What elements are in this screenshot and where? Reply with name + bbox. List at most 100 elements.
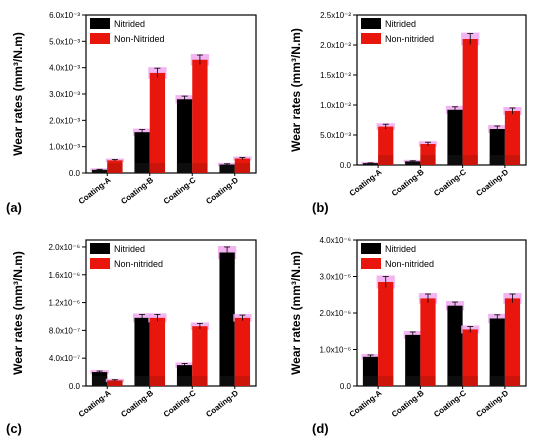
x-category-label: Coating-D — [474, 388, 510, 419]
y-tick-label: 3.0x10⁻³ — [49, 90, 80, 99]
x-category-label: Coating-B — [119, 175, 155, 206]
bar-base-shade — [447, 376, 463, 386]
y-axis-label: Wear rates (mm³/N.m) — [11, 251, 25, 375]
legend-label: Non-nitrided — [385, 259, 434, 269]
legend-swatch-non-nitrided — [361, 33, 381, 44]
legend-label: Non-nitrided — [114, 259, 163, 269]
bar-nitrided-coating-b — [134, 317, 150, 386]
legend-label: Nitrided — [385, 244, 416, 254]
x-category-label: Coating-C — [432, 167, 468, 198]
panel-p2: 0.0 5.0x10⁻³ 1.0x10⁻² 1.5x10⁻² 2.0x10⁻² 2.5x1… — [289, 11, 527, 215]
y-tick-label: 0.0 — [69, 169, 81, 178]
bar-base-shade — [91, 376, 108, 386]
bar-non-nitrided-coating-d — [504, 111, 521, 165]
y-tick-label: 1.2x10⁻⁶ — [48, 299, 80, 308]
y-tick-label: 6.0x10⁻³ — [49, 11, 80, 20]
bar-base-shade — [462, 376, 478, 386]
bar-base-shade — [378, 155, 394, 165]
y-tick-label: 3.0x10⁻⁶ — [319, 273, 351, 282]
x-category-label: Coating-C — [432, 388, 468, 419]
x-category-label: Coating-C — [162, 175, 198, 206]
bar-base-shade — [149, 163, 166, 173]
bar-base-shade — [219, 376, 235, 386]
legend-swatch-nitrided — [90, 18, 110, 29]
y-axis-label: Wear rates (mm³/N.m) — [289, 251, 303, 375]
bar-base-shade — [107, 380, 123, 386]
x-category-label: Coating-D — [474, 167, 510, 198]
plot-frame — [85, 14, 257, 174]
legend-label: Non-nitrided — [385, 34, 434, 44]
bar-non-nitrided-coating-c — [462, 39, 478, 165]
legend-label: Non-Nitrided — [114, 34, 165, 44]
bar-nitrided-coating-b — [405, 334, 421, 386]
bar-non-nitrided-coating-b — [420, 298, 436, 386]
bar-base-shade — [134, 376, 150, 386]
plot-frame — [356, 14, 527, 166]
bar-base-shade — [489, 376, 505, 386]
bar-nitrided-coating-c — [176, 99, 193, 173]
bar-non-nitrided-coating-c — [192, 326, 208, 386]
bar-base-shade — [134, 163, 150, 173]
x-category-label: Coating-A — [77, 388, 113, 419]
bar-base-shade — [447, 155, 463, 165]
y-tick-label: 4.0x10⁻⁶ — [319, 236, 351, 245]
panel-label: (c) — [6, 421, 22, 436]
y-tick-label: 2.0x10⁻⁶ — [319, 309, 351, 318]
bar-base-shade — [149, 376, 166, 386]
panel-label: (a) — [6, 200, 22, 215]
bar-base-shade — [420, 376, 436, 386]
y-axis-label: Wear rates (mm³/N.m) — [11, 32, 25, 156]
x-category-label: Coating-B — [390, 167, 426, 198]
bar-base-shade — [362, 376, 379, 386]
y-tick-label: 1.0x10⁻³ — [49, 143, 80, 152]
bar-base-shade — [362, 163, 379, 165]
bar-base-shade — [462, 155, 478, 165]
legend-swatch-nitrided — [90, 243, 110, 254]
panel-label: (b) — [312, 200, 329, 215]
bar-non-nitrided-coating-d — [234, 317, 251, 386]
legend-label: Nitrided — [114, 244, 145, 254]
x-category-label: Coating-B — [390, 388, 426, 419]
bar-non-nitrided-coating-d — [504, 298, 521, 386]
bar-base-shade — [219, 164, 235, 173]
bar-base-shade — [504, 155, 521, 165]
panel-p3: 0.0 4.0x10⁻⁷ 8.0x10⁻⁷ 1.2x10⁻⁶ 1.6x10⁻⁶ 2.0x1… — [6, 239, 257, 436]
legend-swatch-nitrided — [361, 18, 381, 29]
y-tick-label: 4.0x10⁻⁷ — [49, 354, 80, 363]
bar-base-shade — [107, 163, 123, 173]
bar-base-shade — [176, 376, 193, 386]
y-tick-label: 0.0 — [69, 382, 81, 391]
bar-base-shade — [192, 376, 208, 386]
x-category-label: Coating-D — [204, 388, 240, 419]
y-tick-label: 2.0x10⁻⁶ — [48, 243, 80, 252]
y-tick-label: 0.0 — [340, 382, 352, 391]
y-tick-label: 4.0x10⁻³ — [49, 64, 80, 73]
bar-base-shade — [176, 163, 193, 173]
bar-base-shade — [405, 376, 421, 386]
bar-non-nitrided-coating-b — [149, 72, 166, 173]
legend-swatch-nitrided — [361, 243, 381, 254]
legend-label: Nitrided — [385, 19, 416, 29]
bar-base-shade — [91, 169, 108, 173]
y-tick-label: 1.0x10⁻² — [320, 101, 351, 110]
y-tick-label: 5.0x10⁻³ — [49, 37, 80, 46]
x-category-label: Coating-A — [77, 175, 113, 206]
bar-nitrided-coating-c — [447, 305, 463, 386]
legend-swatch-non-nitrided — [361, 258, 381, 269]
y-tick-label: 2.5x10⁻² — [320, 11, 351, 20]
y-tick-label: 2.0x10⁻² — [320, 41, 351, 50]
y-tick-label: 1.6x10⁻⁶ — [48, 271, 80, 280]
bar-base-shade — [489, 155, 505, 165]
bar-base-shade — [504, 376, 521, 386]
bar-non-nitrided-coating-a — [378, 281, 394, 386]
bar-non-nitrided-coating-b — [149, 317, 166, 386]
x-category-label: Coating-A — [348, 167, 384, 198]
x-category-label: Coating-C — [162, 388, 198, 419]
legend-label: Nitrided — [114, 19, 145, 29]
y-tick-label: 1.0x10⁻⁶ — [319, 346, 351, 355]
y-tick-label: 0.0 — [340, 161, 352, 170]
x-category-label: Coating-A — [348, 388, 384, 419]
panel-label: (d) — [312, 421, 329, 436]
